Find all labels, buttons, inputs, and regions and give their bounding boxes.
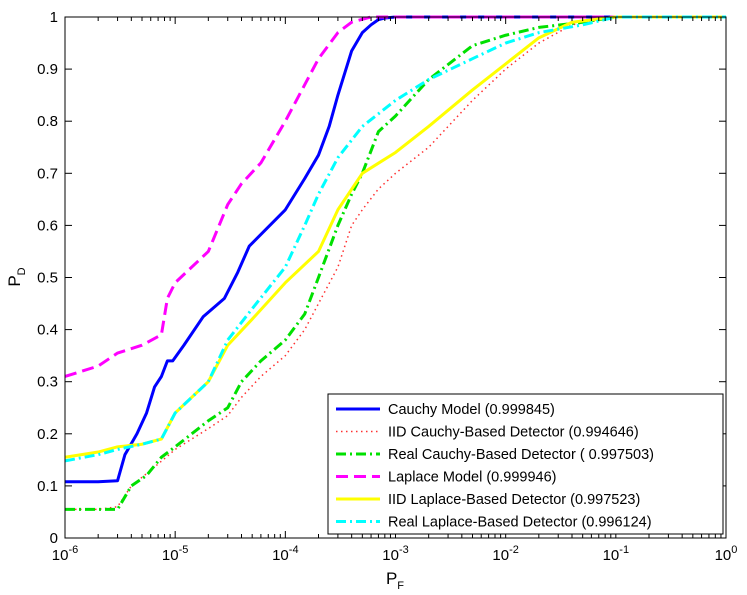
legend-label-3: Real Cauchy-Based Detector ( 0.997503) [388,447,654,463]
legend: Cauchy Model (0.999845) IID Cauchy-Based … [327,393,724,535]
y-tick-label: 0.7 [37,165,58,182]
x-tick-label: 10-3 [382,544,408,564]
legend-label-5: IID Laplace-Based Detector (0.997523) [388,492,640,508]
y-tick-label: 0 [50,530,58,547]
x-tick-label: 10-4 [272,544,298,564]
series-line-4 [64,15,726,378]
legend-label-2: IID Cauchy-Based Detector (0.994646) [388,425,639,441]
x-tick-label: 10-2 [492,544,518,564]
x-tick-label: 10-1 [603,544,629,564]
y-axis-label: PD [5,267,28,286]
y-tick-label: 0.4 [37,322,58,339]
y-tick-label: 0.3 [37,374,58,391]
series-line-6 [64,15,726,463]
legend-label-6: Real Laplace-Based Detector (0.996124) [388,515,652,531]
y-tick-label: 1 [50,9,58,26]
legend-label-1: Cauchy Model (0.999845) [388,402,555,418]
legend-label-4: Laplace Model (0.999946) [388,470,556,486]
y-tick-label: 0.8 [37,113,58,130]
y-tick-label: 0.1 [37,478,58,495]
x-tick-label: 10-5 [162,544,188,564]
tick-layer: 10-6 10-5 10-4 10-3 10-2 10-1 100 0 0.1 0.2 0.3 0.4… [37,9,737,564]
y-tick-label: 0.6 [37,217,58,234]
x-tick-label: 100 [715,544,738,564]
x-tick-label: 10-6 [52,544,78,564]
y-tick-label: 0.5 [37,270,58,287]
x-axis-label: PF [386,569,404,592]
y-tick-label: 0.9 [37,61,58,78]
y-tick-label: 0.2 [37,426,58,443]
series-line-3 [65,15,726,511]
legend-box [327,393,724,535]
